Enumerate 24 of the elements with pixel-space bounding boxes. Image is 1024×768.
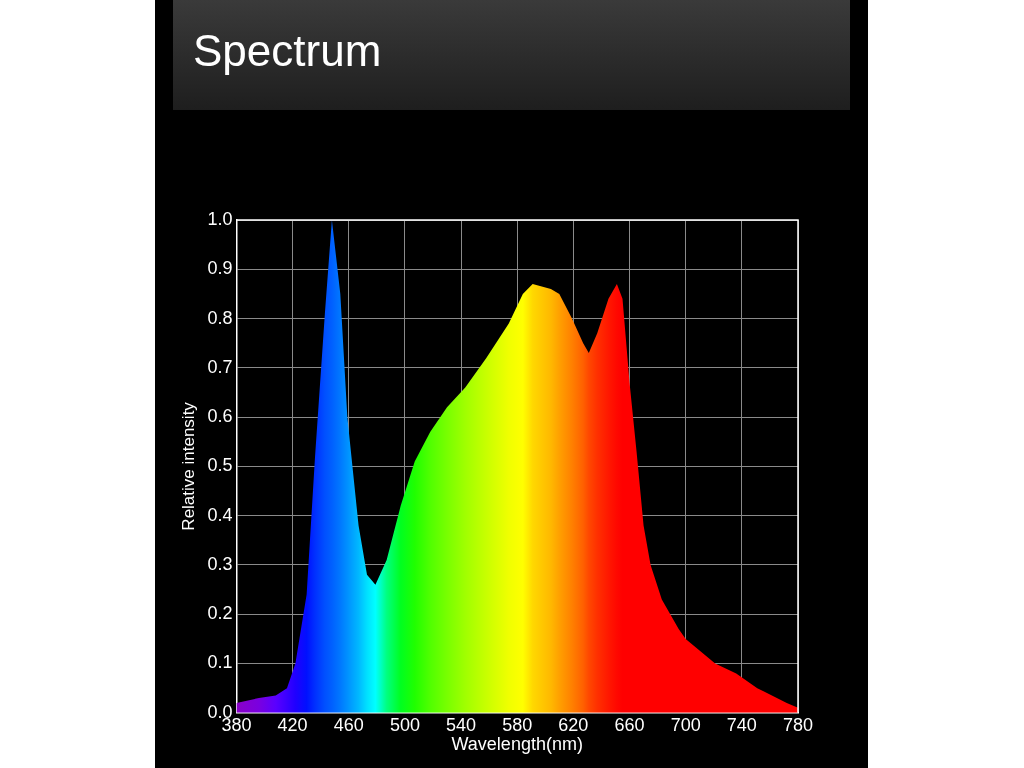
x-axis-title: Wavelength(nm) [451,734,583,755]
x-tick-label: 740 [726,714,757,735]
x-tick-label: 500 [389,714,420,735]
y-axis-title: Relative intensity [178,401,198,531]
y-tick-label: 1.0 [207,208,233,229]
y-tick-label: 0.7 [207,356,233,377]
y-tick-label: 0.9 [207,258,233,279]
x-tick-label: 580 [502,714,533,735]
x-tick-label: 780 [782,714,814,735]
header-panel: Spectrum [173,0,850,110]
x-tick-label: 420 [277,714,308,735]
x-tick-label: 460 [333,714,364,735]
y-tick-label: 0.6 [207,406,233,427]
x-tick-label: 620 [558,714,589,735]
chart-title: Spectrum [193,26,382,76]
y-tick-label: 0.3 [207,553,233,574]
y-tick-label: 0.2 [207,603,233,624]
y-tick-label: 0.1 [207,652,233,673]
x-tick-label: 700 [670,714,701,735]
y-tick-label: 0.8 [207,307,233,328]
y-tick-label: 0.4 [207,504,233,525]
x-tick-label: 660 [614,714,645,735]
y-tick-label: 0.5 [207,455,233,476]
x-tick-label: 540 [446,714,477,735]
